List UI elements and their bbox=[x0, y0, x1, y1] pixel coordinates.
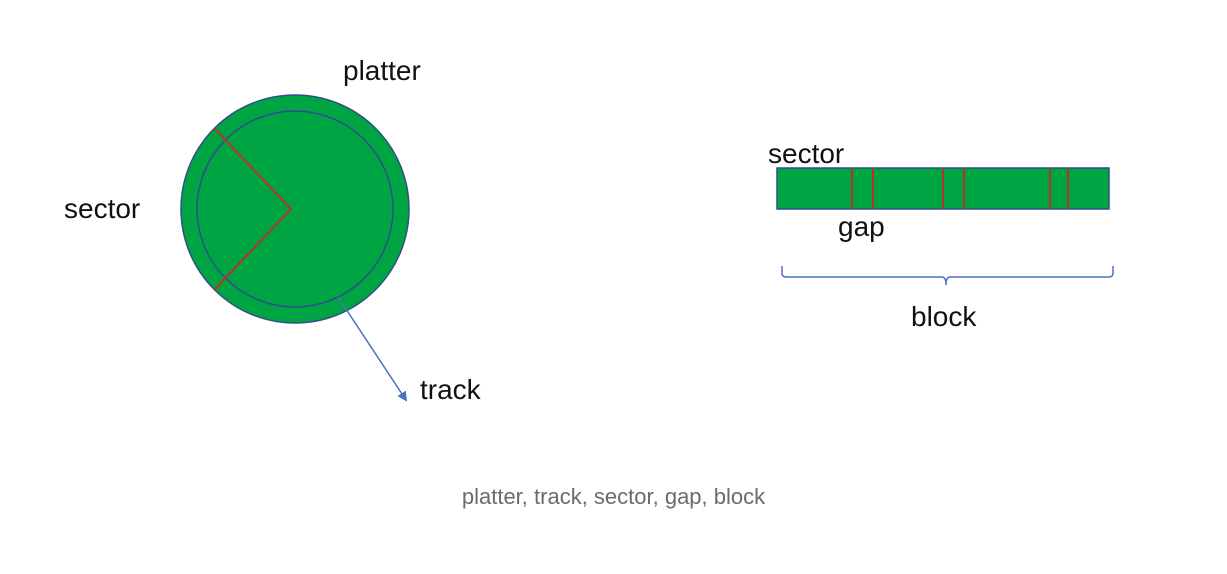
track-strip bbox=[776, 167, 1110, 210]
figure-caption: platter, track, sector, gap, block bbox=[461, 484, 766, 509]
block-brace bbox=[781, 266, 1114, 286]
track-arrow bbox=[337, 296, 408, 402]
platter-label: platter bbox=[343, 55, 421, 86]
track-label: track bbox=[420, 374, 482, 405]
platter-disk bbox=[180, 94, 410, 324]
sector-label-right: sector bbox=[768, 138, 844, 169]
sector-wedge-lines bbox=[213, 127, 293, 291]
track-circle bbox=[196, 110, 394, 308]
sector-label-left: sector bbox=[64, 193, 140, 224]
gap-label: gap bbox=[838, 211, 885, 242]
block-label: block bbox=[911, 301, 977, 332]
